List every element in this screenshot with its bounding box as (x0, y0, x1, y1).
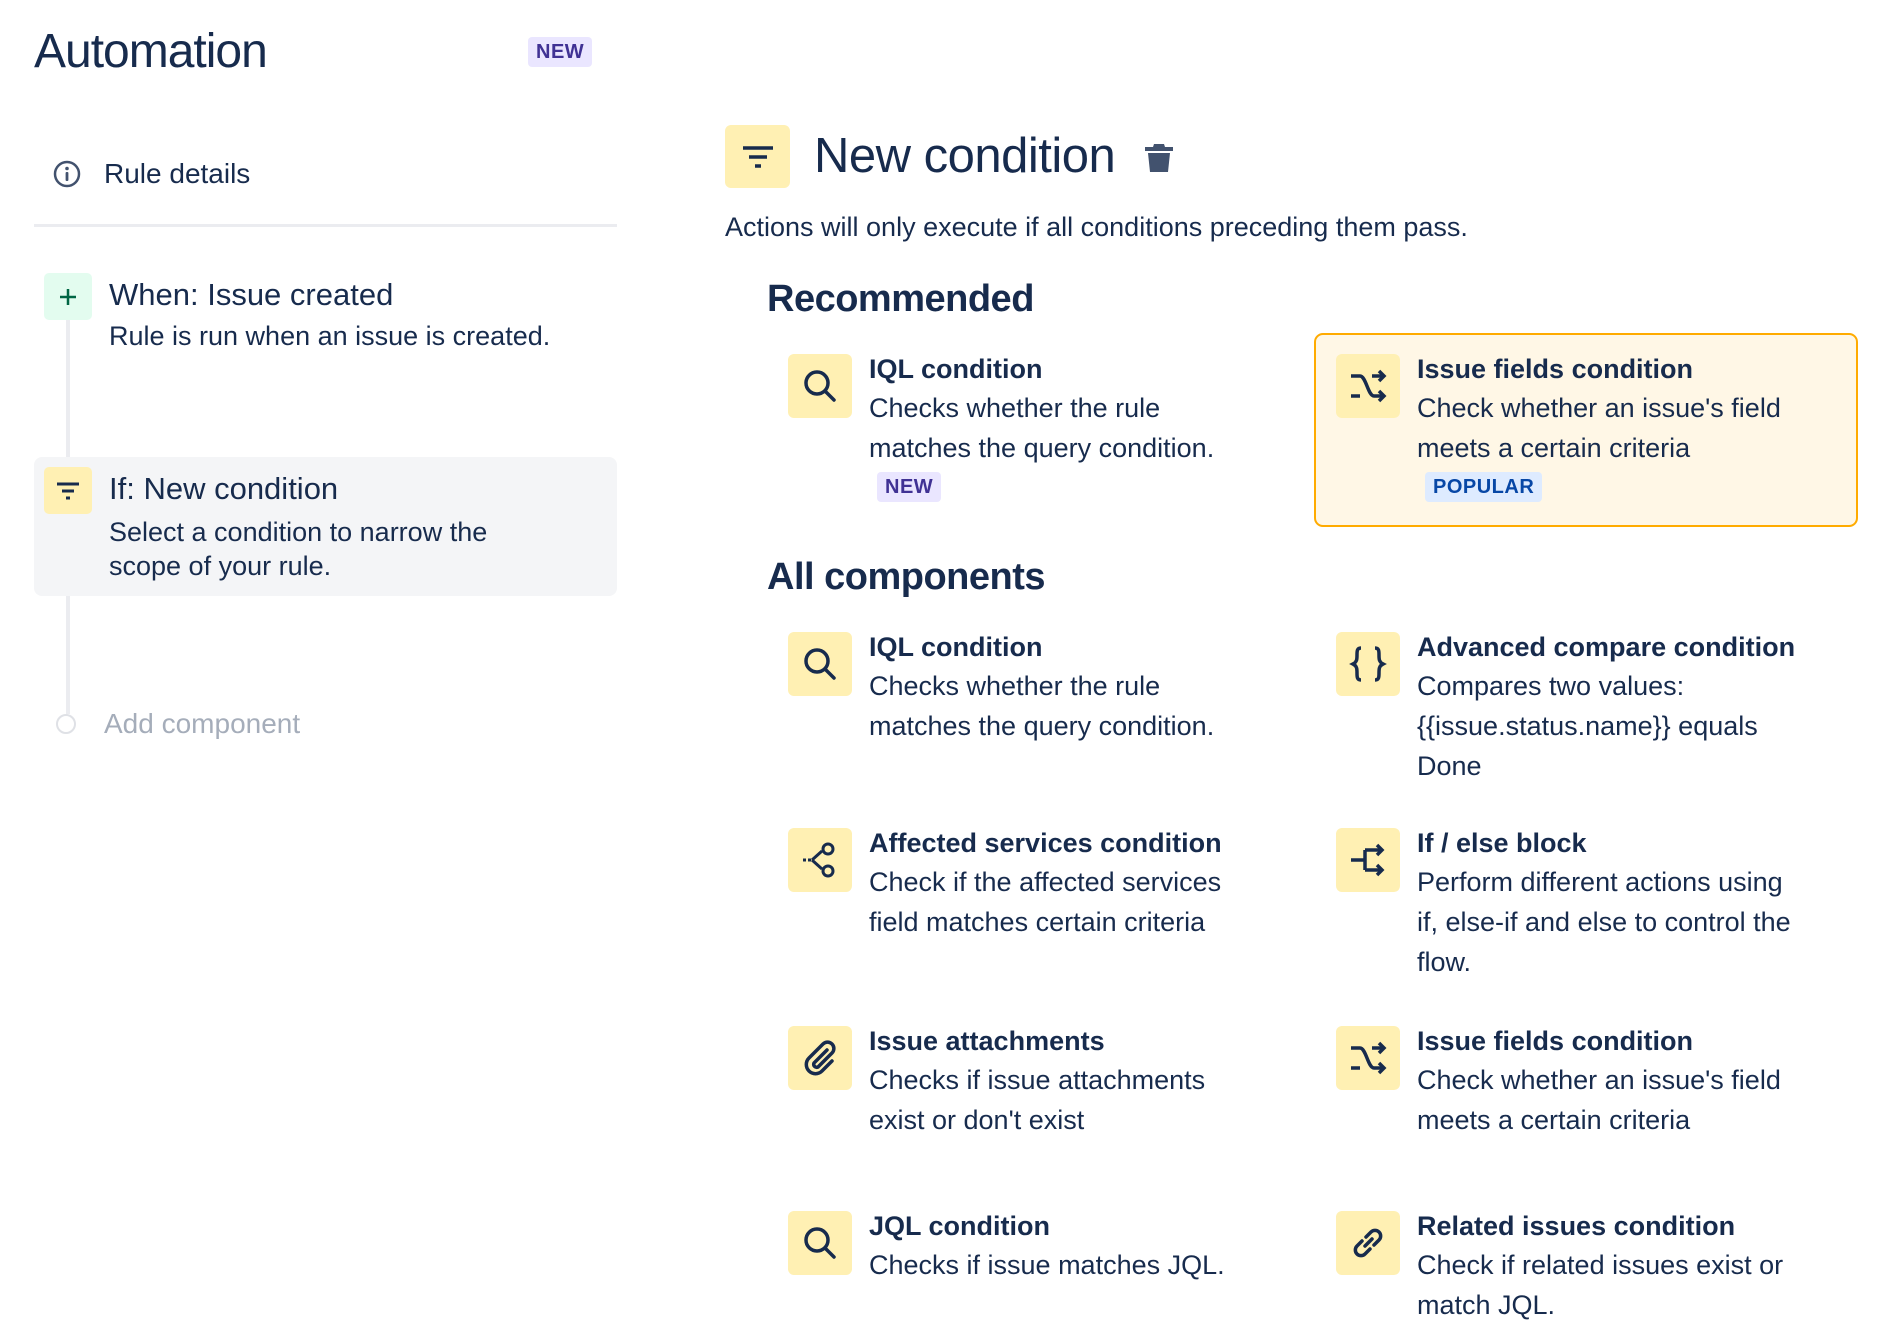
add-component-button[interactable]: Add component (56, 708, 300, 740)
app-title: Automation (34, 25, 268, 78)
shuffle-icon (1336, 354, 1400, 418)
item-desc: meets a certain criteria (1417, 433, 1691, 463)
add-component-label: Add component (104, 708, 301, 739)
step-condition-selected[interactable] (34, 457, 617, 596)
item-title: If / else block (1417, 828, 1587, 858)
filter-icon (725, 125, 790, 188)
step-desc-line: Select a condition to narrow the (109, 517, 488, 547)
step-title: If: New condition (109, 471, 339, 506)
new-badge: NEW (528, 37, 593, 67)
item-desc: matches the query condition. (869, 711, 1215, 741)
braces-icon (1336, 632, 1400, 696)
popular-badge: POPULAR (1425, 472, 1543, 502)
item-title: Issue fields condition (1417, 354, 1694, 384)
step-desc: Rule is run when an issue is created. (109, 321, 551, 351)
item-desc: Checks whether the rule (869, 393, 1161, 423)
item-desc: field matches certain criteria (869, 907, 1206, 937)
info-icon (53, 160, 81, 188)
new-badge: NEW (877, 472, 942, 502)
delete-button[interactable] (1141, 140, 1177, 181)
item-desc: Check if the affected services (869, 867, 1222, 897)
item-desc: match JQL. (1417, 1290, 1556, 1320)
item-desc: Checks if issue matches JQL. (869, 1250, 1225, 1280)
trash-icon (1145, 144, 1173, 172)
rule-details-label: Rule details (104, 158, 251, 189)
item-desc: Compares two values: (1417, 671, 1685, 701)
paperclip-icon (788, 1026, 852, 1090)
item-title: Related issues condition (1417, 1211, 1736, 1241)
page-title: New condition (814, 129, 1116, 183)
item-desc: if, else-if and else to control the (1417, 907, 1791, 937)
item-title: Issue fields condition (1417, 1026, 1694, 1056)
step-trigger[interactable]: When: Issue created Rule is run when an … (44, 273, 550, 353)
item-title: Advanced compare condition (1417, 632, 1796, 662)
item-desc: Done (1417, 751, 1482, 781)
item-title: IQL condition (869, 632, 1043, 662)
link-icon (1336, 1211, 1400, 1275)
item-desc: matches the query condition. (869, 433, 1215, 463)
item-desc: Perform different actions using (1417, 867, 1783, 897)
item-desc: Check whether an issue's field (1417, 393, 1781, 423)
plus-icon (44, 273, 92, 320)
divider (34, 224, 617, 227)
recommended-heading: Recommended (767, 278, 1034, 320)
item-desc: Check if related issues exist or (1417, 1250, 1784, 1280)
item-title: Issue attachments (869, 1026, 1105, 1056)
filter-icon (44, 467, 92, 514)
step-desc-line: scope of your rule. (109, 551, 332, 581)
item-desc: Checks whether the rule (869, 671, 1161, 701)
shuffle-icon (1336, 1026, 1400, 1090)
item-desc: exist or don't exist (869, 1105, 1085, 1135)
page-subtitle: Actions will only execute if all conditi… (725, 212, 1468, 242)
item-desc: meets a certain criteria (1417, 1105, 1691, 1135)
search-icon (788, 354, 852, 418)
selected-card[interactable] (1314, 333, 1858, 527)
search-icon (788, 1211, 852, 1275)
item-desc: {{issue.status.name}} equals (1417, 711, 1758, 741)
branch-icon (1336, 828, 1400, 892)
item-desc: Checks if issue attachments (869, 1065, 1206, 1095)
all-components-heading: All components (767, 556, 1046, 598)
search-icon (788, 632, 852, 696)
item-desc: flow. (1417, 947, 1472, 977)
item-title: IQL condition (869, 354, 1043, 384)
item-title: Affected services condition (869, 828, 1222, 858)
rule-details-link[interactable]: Rule details (52, 158, 250, 190)
step-condition[interactable]: If: New condition Select a condition to … (44, 467, 487, 583)
item-desc: Check whether an issue's field (1417, 1065, 1781, 1095)
step-title: When: Issue created (109, 277, 394, 312)
item-title: JQL condition (869, 1211, 1050, 1241)
services-icon (788, 828, 852, 892)
circle-icon (56, 714, 76, 734)
